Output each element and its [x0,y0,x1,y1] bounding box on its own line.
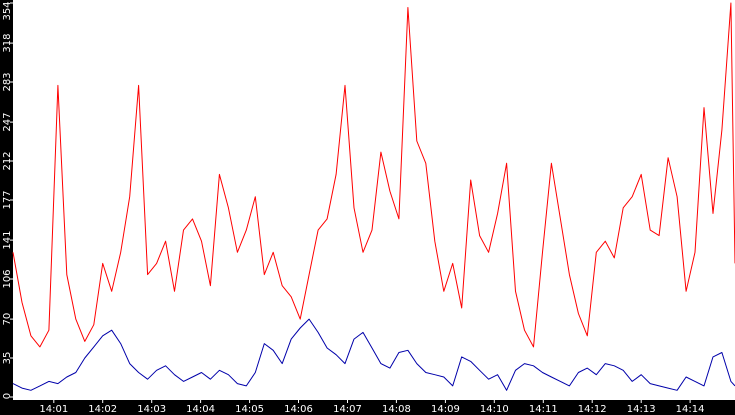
series-line-1 [12,318,735,391]
x-tick-label: 14:08 [382,404,411,415]
y-tick-labels: 0 35 70 106 141 177 212 247 283 318 354 [2,1,13,399]
y-tick-label: 247 [2,113,13,132]
x-axis-band [0,400,735,415]
x-tick-labels: 14:01 14:02 14:03 14:04 14:05 14:06 14:07 14:08… [39,400,705,415]
x-tick-label: 14:02 [88,404,117,415]
x-tick-label: 14:03 [137,404,166,415]
x-tick-label: 14:13 [627,404,656,415]
y-axis-band [0,0,13,415]
y-tick-label: 283 [2,72,13,91]
y-tick-label: 35 [2,352,13,365]
x-tick-label: 14:11 [529,404,558,415]
x-tick-label: 14:07 [333,404,362,415]
series-layer [12,2,735,391]
y-tick-label: 0 [2,393,13,399]
x-tick-label: 14:09 [431,404,460,415]
y-tick-label: 106 [2,269,13,288]
x-tick-label: 14:12 [578,404,607,415]
x-tick-label: 14:04 [186,404,215,415]
y-tick-label: 212 [2,151,13,170]
x-tick-label: 14:05 [235,404,264,415]
x-tick-label: 14:14 [676,404,705,415]
x-tick-label: 14:01 [39,404,68,415]
x-tick-label: 14:06 [284,404,313,415]
y-tick-label: 141 [2,231,13,250]
x-tick-label: 14:10 [480,404,509,415]
y-tick-label: 354 [2,1,13,20]
y-tick-label: 70 [2,313,13,326]
y-tick-label: 177 [2,190,13,209]
y-tick-label: 318 [2,34,13,53]
series-line-0 [12,2,735,348]
